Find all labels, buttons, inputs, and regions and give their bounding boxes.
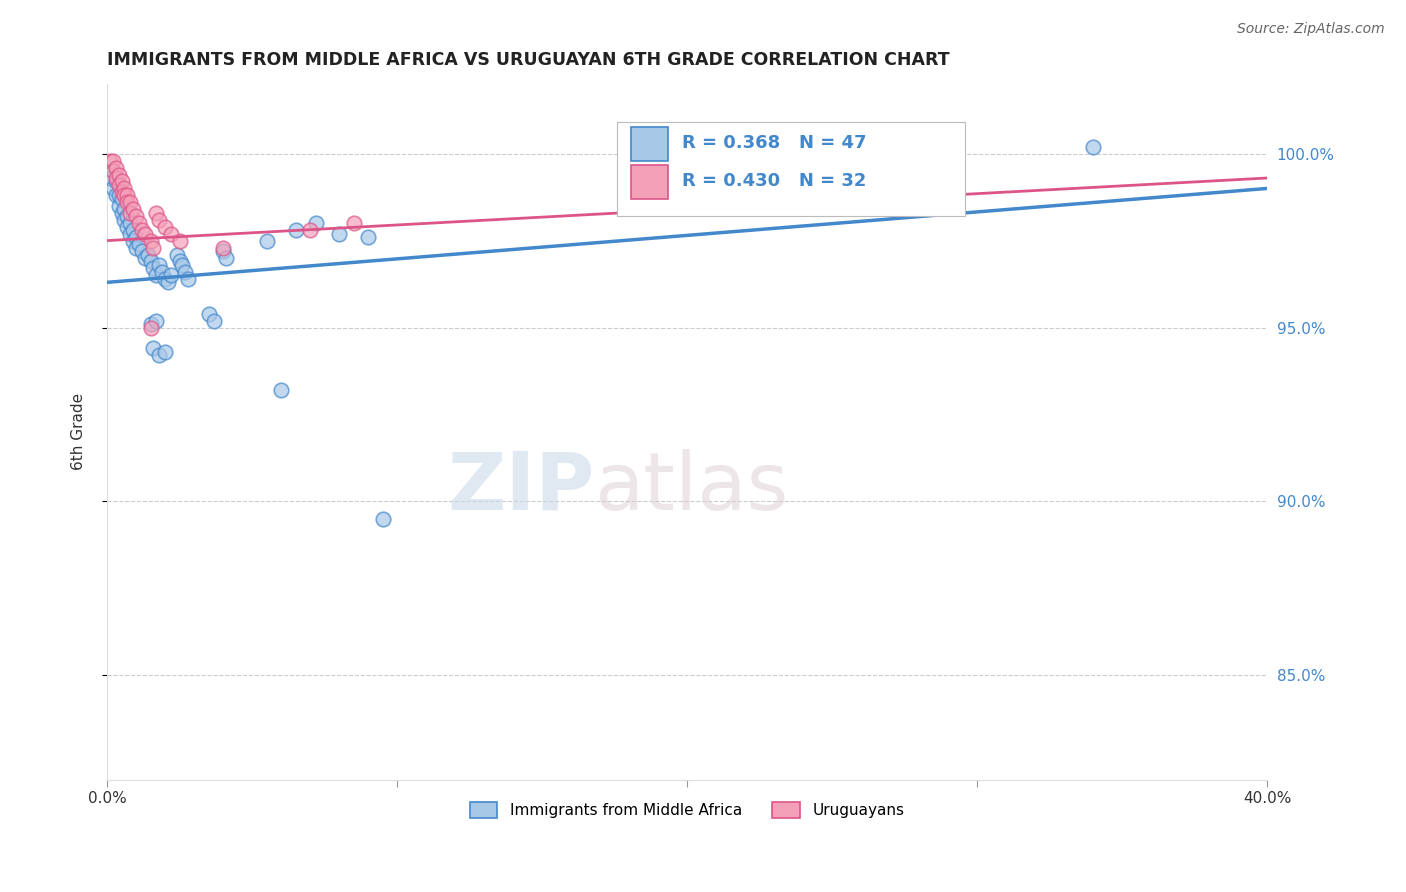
Point <box>104 174 127 188</box>
Point <box>270 383 292 397</box>
Point <box>148 258 170 272</box>
Point <box>114 188 136 202</box>
Point <box>131 244 153 258</box>
Point <box>328 227 350 241</box>
Point <box>148 348 170 362</box>
Point <box>145 313 167 327</box>
Point <box>342 216 364 230</box>
Point <box>145 268 167 283</box>
Point <box>110 174 132 188</box>
Point <box>122 202 145 217</box>
Point <box>153 219 176 234</box>
Point <box>104 171 127 186</box>
Point <box>139 317 162 331</box>
Point <box>202 313 225 327</box>
Point <box>305 216 328 230</box>
Point <box>169 254 191 268</box>
Point <box>142 241 165 255</box>
Point <box>142 261 165 276</box>
Point <box>197 307 219 321</box>
Point <box>117 209 139 223</box>
Legend: Immigrants from Middle Africa, Uruguayans: Immigrants from Middle Africa, Uruguayan… <box>464 796 910 824</box>
Point <box>114 181 136 195</box>
Point <box>284 223 307 237</box>
Point <box>142 342 165 356</box>
Point <box>1081 139 1104 153</box>
Point <box>150 265 173 279</box>
Point <box>139 254 162 268</box>
Point <box>104 188 127 202</box>
Point <box>104 161 127 175</box>
Point <box>166 247 188 261</box>
Point <box>110 192 132 206</box>
Point <box>107 199 129 213</box>
Point <box>117 195 139 210</box>
FancyBboxPatch shape <box>617 122 966 216</box>
Point <box>107 178 129 192</box>
Point <box>101 153 124 168</box>
Point <box>256 234 278 248</box>
Point <box>98 153 121 168</box>
Point <box>153 344 176 359</box>
Point <box>153 272 176 286</box>
Point <box>117 188 139 202</box>
Point <box>174 265 197 279</box>
Bar <box>631 128 668 161</box>
Point <box>215 251 238 265</box>
Point <box>101 181 124 195</box>
Point <box>107 188 129 202</box>
Text: Source: ZipAtlas.com: Source: ZipAtlas.com <box>1237 22 1385 37</box>
Point <box>371 512 394 526</box>
Point <box>107 168 129 182</box>
Point <box>125 209 148 223</box>
Point <box>110 185 132 199</box>
Point <box>101 164 124 178</box>
Point <box>120 227 142 241</box>
Point <box>212 244 235 258</box>
Point <box>134 251 156 265</box>
Point <box>299 223 322 237</box>
Point <box>122 223 145 237</box>
Point <box>139 234 162 248</box>
Point <box>114 202 136 217</box>
Point <box>120 216 142 230</box>
Bar <box>631 166 668 199</box>
Point <box>139 320 162 334</box>
Text: R = 0.368   N = 47: R = 0.368 N = 47 <box>682 134 868 153</box>
Point <box>131 223 153 237</box>
Point <box>172 258 194 272</box>
Point <box>148 212 170 227</box>
Point <box>128 216 150 230</box>
Point <box>125 241 148 255</box>
Point <box>122 234 145 248</box>
Point <box>177 272 200 286</box>
Text: ZIP: ZIP <box>447 449 595 526</box>
Point <box>98 171 121 186</box>
Y-axis label: 6th Grade: 6th Grade <box>72 393 86 470</box>
Text: IMMIGRANTS FROM MIDDLE AFRICA VS URUGUAYAN 6TH GRADE CORRELATION CHART: IMMIGRANTS FROM MIDDLE AFRICA VS URUGUAY… <box>107 51 949 69</box>
Point <box>114 212 136 227</box>
Point <box>117 219 139 234</box>
Point <box>160 268 183 283</box>
Point <box>120 206 142 220</box>
Point <box>110 206 132 220</box>
Point <box>145 206 167 220</box>
Point <box>169 234 191 248</box>
Text: R = 0.430   N = 32: R = 0.430 N = 32 <box>682 172 866 191</box>
Point <box>125 230 148 244</box>
Point <box>134 227 156 241</box>
Text: atlas: atlas <box>595 449 789 526</box>
Point <box>156 276 179 290</box>
Point <box>120 195 142 210</box>
Point <box>136 247 159 261</box>
Point <box>160 227 183 241</box>
Point <box>128 237 150 252</box>
Point <box>357 230 380 244</box>
Point <box>212 241 235 255</box>
